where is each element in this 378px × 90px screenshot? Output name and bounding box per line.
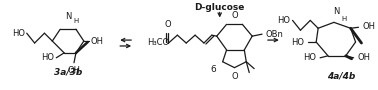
Text: O: O: [231, 72, 238, 81]
Text: HO: HO: [12, 29, 25, 38]
Text: 3a/3b: 3a/3b: [54, 67, 82, 76]
Text: HO: HO: [291, 38, 304, 47]
Text: H: H: [73, 18, 78, 24]
Text: HO: HO: [277, 16, 291, 25]
Text: OH: OH: [91, 37, 104, 46]
Text: H: H: [342, 16, 347, 22]
Text: O: O: [164, 20, 171, 29]
Text: D-glucose: D-glucose: [195, 3, 245, 12]
Text: O: O: [231, 11, 238, 20]
Text: OBn: OBn: [266, 30, 284, 39]
Text: H₃CO: H₃CO: [147, 38, 169, 47]
Text: N: N: [333, 7, 339, 16]
Text: 4a/4b: 4a/4b: [327, 71, 355, 80]
Text: HO: HO: [41, 53, 54, 62]
Text: OH: OH: [358, 53, 370, 62]
Text: HO: HO: [303, 53, 316, 62]
Text: 6: 6: [210, 65, 216, 74]
Text: OH: OH: [363, 22, 375, 31]
Text: OH: OH: [68, 66, 81, 75]
Text: N: N: [65, 12, 71, 21]
